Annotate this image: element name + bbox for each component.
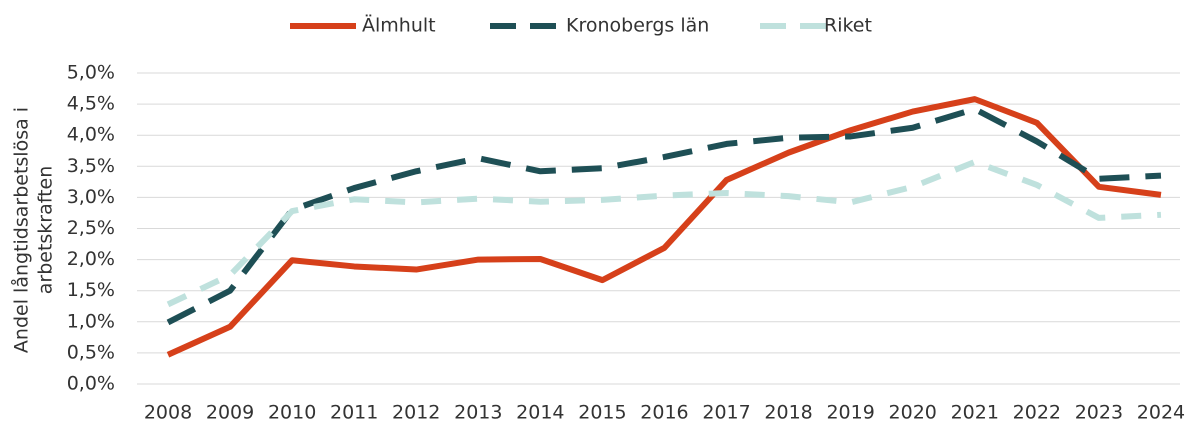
x-tick-label: 2022 xyxy=(1013,402,1061,424)
x-tick-label: 2018 xyxy=(764,402,812,424)
y-tick-label: 4,0% xyxy=(67,124,115,146)
x-tick-label: 2008 xyxy=(144,402,192,424)
y-tick-label: 2,5% xyxy=(67,217,115,239)
x-tick-label: 2013 xyxy=(454,402,502,424)
y-tick-label: 3,0% xyxy=(67,186,115,208)
y-axis-label: Andel långtidsarbetslösa i xyxy=(10,107,33,353)
x-tick-label: 2011 xyxy=(330,402,378,424)
legend-label: Älmhult xyxy=(362,14,436,37)
x-tick-label: 2019 xyxy=(826,402,874,424)
x-tick-label: 2016 xyxy=(640,402,688,424)
x-tick-label: 2010 xyxy=(268,402,316,424)
y-tick-label: 1,0% xyxy=(67,310,115,332)
y-tick-label: 5,0% xyxy=(67,62,115,84)
x-tick-label: 2024 xyxy=(1137,402,1185,424)
x-tick-label: 2015 xyxy=(578,402,626,424)
x-tick-label: 2014 xyxy=(516,402,564,424)
y-tick-label: 0,0% xyxy=(67,373,115,395)
x-tick-label: 2017 xyxy=(702,402,750,424)
legend-label: Kronobergs län xyxy=(566,15,709,37)
x-tick-label: 2012 xyxy=(392,402,440,424)
legend-label: Riket xyxy=(824,15,872,37)
y-tick-label: 1,5% xyxy=(67,279,115,301)
y-tick-label: 2,0% xyxy=(67,248,115,270)
y-tick-label: 3,5% xyxy=(67,155,115,177)
y-tick-label: 0,5% xyxy=(67,341,115,363)
series-line xyxy=(166,106,1162,326)
x-tick-label: 2021 xyxy=(951,402,999,424)
y-tick-label: 4,5% xyxy=(67,93,115,115)
x-tick-label: 2023 xyxy=(1075,402,1123,424)
x-tick-label: 2020 xyxy=(889,402,937,424)
series-line xyxy=(166,96,1162,358)
y-axis-label: arbetskraften xyxy=(35,166,57,295)
x-tick-label: 2009 xyxy=(206,402,254,424)
series-line xyxy=(166,158,1162,308)
